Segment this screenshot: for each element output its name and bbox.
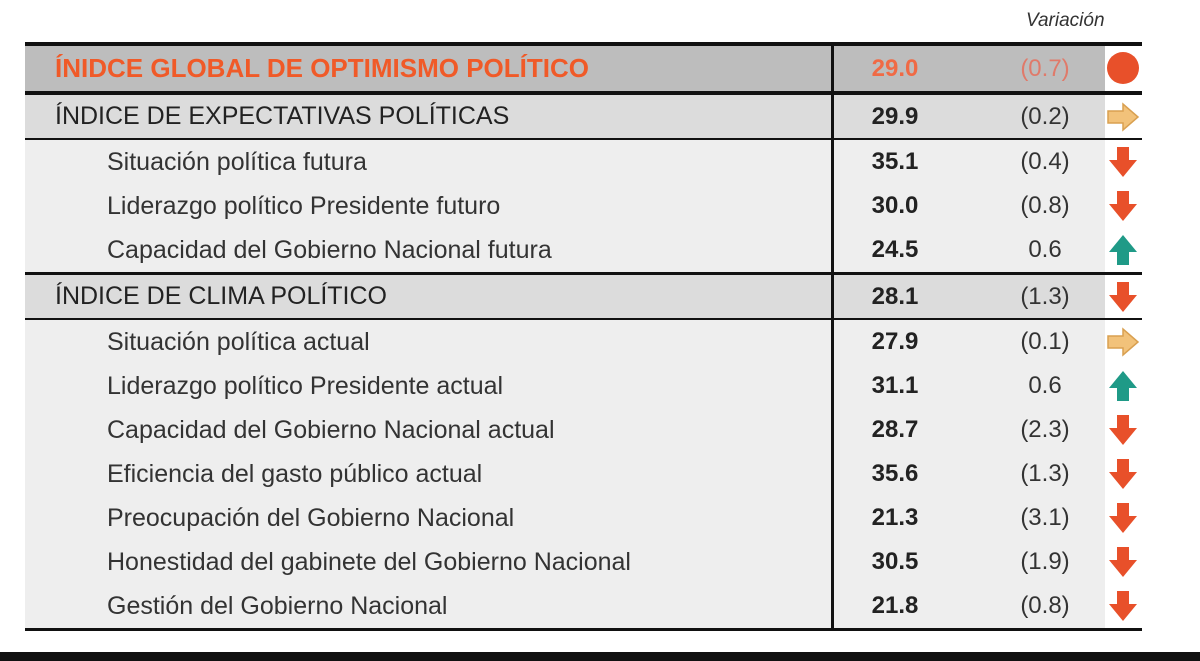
row-variation: (2.3) — [1020, 416, 1070, 443]
table-row: Situación política futura 35.1 (0.4) — [25, 140, 1142, 184]
table-row: Capacidad del Gobierno Nacional futura 2… — [25, 228, 1142, 272]
row-label: Honestidad del gabinete del Gobierno Nac… — [107, 547, 631, 576]
column-divider — [831, 408, 834, 452]
circle-icon — [1105, 50, 1141, 86]
arrow-down-icon — [1105, 412, 1141, 448]
column-divider — [831, 46, 834, 91]
row-label: Capacidad del Gobierno Nacional futura — [107, 235, 552, 264]
row-label: Gestión del Gobierno Nacional — [107, 591, 448, 620]
column-divider — [831, 584, 834, 628]
row-label: Capacidad del Gobierno Nacional actual — [107, 415, 555, 444]
row-label: ÍNIDCE GLOBAL DE OPTIMISMO POLÍTICO — [55, 53, 589, 83]
row-label: Liderazgo político Presidente futuro — [107, 191, 501, 220]
row-value: 30.5 — [871, 548, 919, 575]
arrow-up-icon — [1105, 368, 1141, 404]
row-value: 27.9 — [871, 328, 919, 355]
row-variation: (0.1) — [1020, 328, 1070, 355]
row-background — [25, 584, 1105, 628]
arrow-right-icon — [1105, 99, 1141, 135]
column-divider — [831, 228, 834, 272]
row-value: 21.8 — [871, 592, 919, 619]
row-label: Liderazgo político Presidente actual — [107, 371, 504, 400]
row-label: Situación política futura — [107, 147, 367, 176]
row-value: 35.6 — [871, 460, 919, 487]
arrow-down-icon — [1105, 144, 1141, 180]
row-value: 24.5 — [871, 236, 919, 263]
row-variation: (0.8) — [1020, 192, 1070, 219]
variation-column-header: Variación — [1026, 10, 1105, 31]
row-label: Preocupación del Gobierno Nacional — [107, 503, 515, 532]
row-value: 31.1 — [871, 372, 919, 399]
row-label: Eficiencia del gasto público actual — [107, 459, 483, 488]
column-divider — [831, 140, 834, 184]
row-label: ÍNDICE DE CLIMA POLÍTICO — [55, 282, 388, 310]
row-background — [25, 95, 1105, 138]
row-background — [25, 364, 1105, 408]
table-row: Liderazgo político Presidente actual 31.… — [25, 364, 1142, 408]
column-divider — [831, 95, 834, 138]
column-divider — [831, 184, 834, 228]
table-row: Situación política actual 27.9 (0.1) — [25, 320, 1142, 364]
row-variation: 0.6 — [1028, 372, 1062, 399]
row-variation: 0.6 — [1028, 236, 1062, 263]
section-row: ÍNDICE DE EXPECTATIVAS POLÍTICAS 29.9 (0… — [25, 95, 1142, 140]
bottom-bar — [0, 652, 1200, 661]
arrow-up-icon — [1105, 232, 1141, 268]
row-variation: (0.7) — [1020, 54, 1070, 82]
row-value: 28.7 — [871, 416, 919, 443]
arrow-right-icon — [1105, 324, 1141, 360]
row-label: Situación política actual — [107, 327, 370, 356]
arrow-down-icon — [1105, 588, 1141, 624]
arrow-down-icon — [1105, 544, 1141, 580]
row-variation: (1.3) — [1020, 460, 1070, 487]
arrow-down-icon — [1105, 188, 1141, 224]
row-variation: (0.4) — [1020, 148, 1070, 175]
row-background — [25, 320, 1105, 364]
arrow-down-icon — [1105, 456, 1141, 492]
table-row: Gestión del Gobierno Nacional 21.8 (0.8) — [25, 584, 1142, 628]
row-background — [25, 140, 1105, 184]
row-value: 35.1 — [871, 148, 919, 175]
row-background — [25, 228, 1105, 272]
table-row: Liderazgo político Presidente futuro 30.… — [25, 184, 1142, 228]
row-variation: (0.8) — [1020, 592, 1070, 619]
column-divider — [831, 275, 834, 318]
column-divider — [831, 540, 834, 584]
political-optimism-table: ÍNIDCE GLOBAL DE OPTIMISMO POLÍTICO 29.0… — [25, 42, 1142, 631]
row-label: ÍNDICE DE EXPECTATIVAS POLÍTICAS — [55, 102, 510, 130]
row-variation: (3.1) — [1020, 504, 1070, 531]
row-value: 21.3 — [871, 504, 919, 531]
table-row: Capacidad del Gobierno Nacional actual 2… — [25, 408, 1142, 452]
column-divider — [831, 452, 834, 496]
row-variation: (1.9) — [1020, 548, 1070, 575]
row-variation: (0.2) — [1020, 102, 1070, 130]
column-divider — [831, 320, 834, 364]
global-row: ÍNIDCE GLOBAL DE OPTIMISMO POLÍTICO 29.0… — [25, 46, 1142, 95]
row-value: 29.9 — [871, 102, 919, 130]
row-background — [25, 46, 1105, 91]
row-value: 29.0 — [871, 54, 919, 82]
column-divider — [831, 496, 834, 540]
section-row: ÍNDICE DE CLIMA POLÍTICO 28.1 (1.3) — [25, 272, 1142, 320]
table-row: Eficiencia del gasto público actual 35.6… — [25, 452, 1142, 496]
table-row: Preocupación del Gobierno Nacional 21.3 … — [25, 496, 1142, 540]
row-background — [25, 540, 1105, 584]
row-background — [25, 452, 1105, 496]
row-background — [25, 184, 1105, 228]
column-divider — [831, 364, 834, 408]
arrow-down-icon — [1105, 500, 1141, 536]
row-background — [25, 496, 1105, 540]
arrow-down-icon — [1105, 279, 1141, 315]
row-value: 28.1 — [871, 282, 919, 310]
row-value: 30.0 — [871, 192, 919, 219]
row-background — [25, 408, 1105, 452]
table-row: Honestidad del gabinete del Gobierno Nac… — [25, 540, 1142, 584]
row-variation: (1.3) — [1020, 282, 1070, 310]
row-background — [25, 275, 1105, 318]
